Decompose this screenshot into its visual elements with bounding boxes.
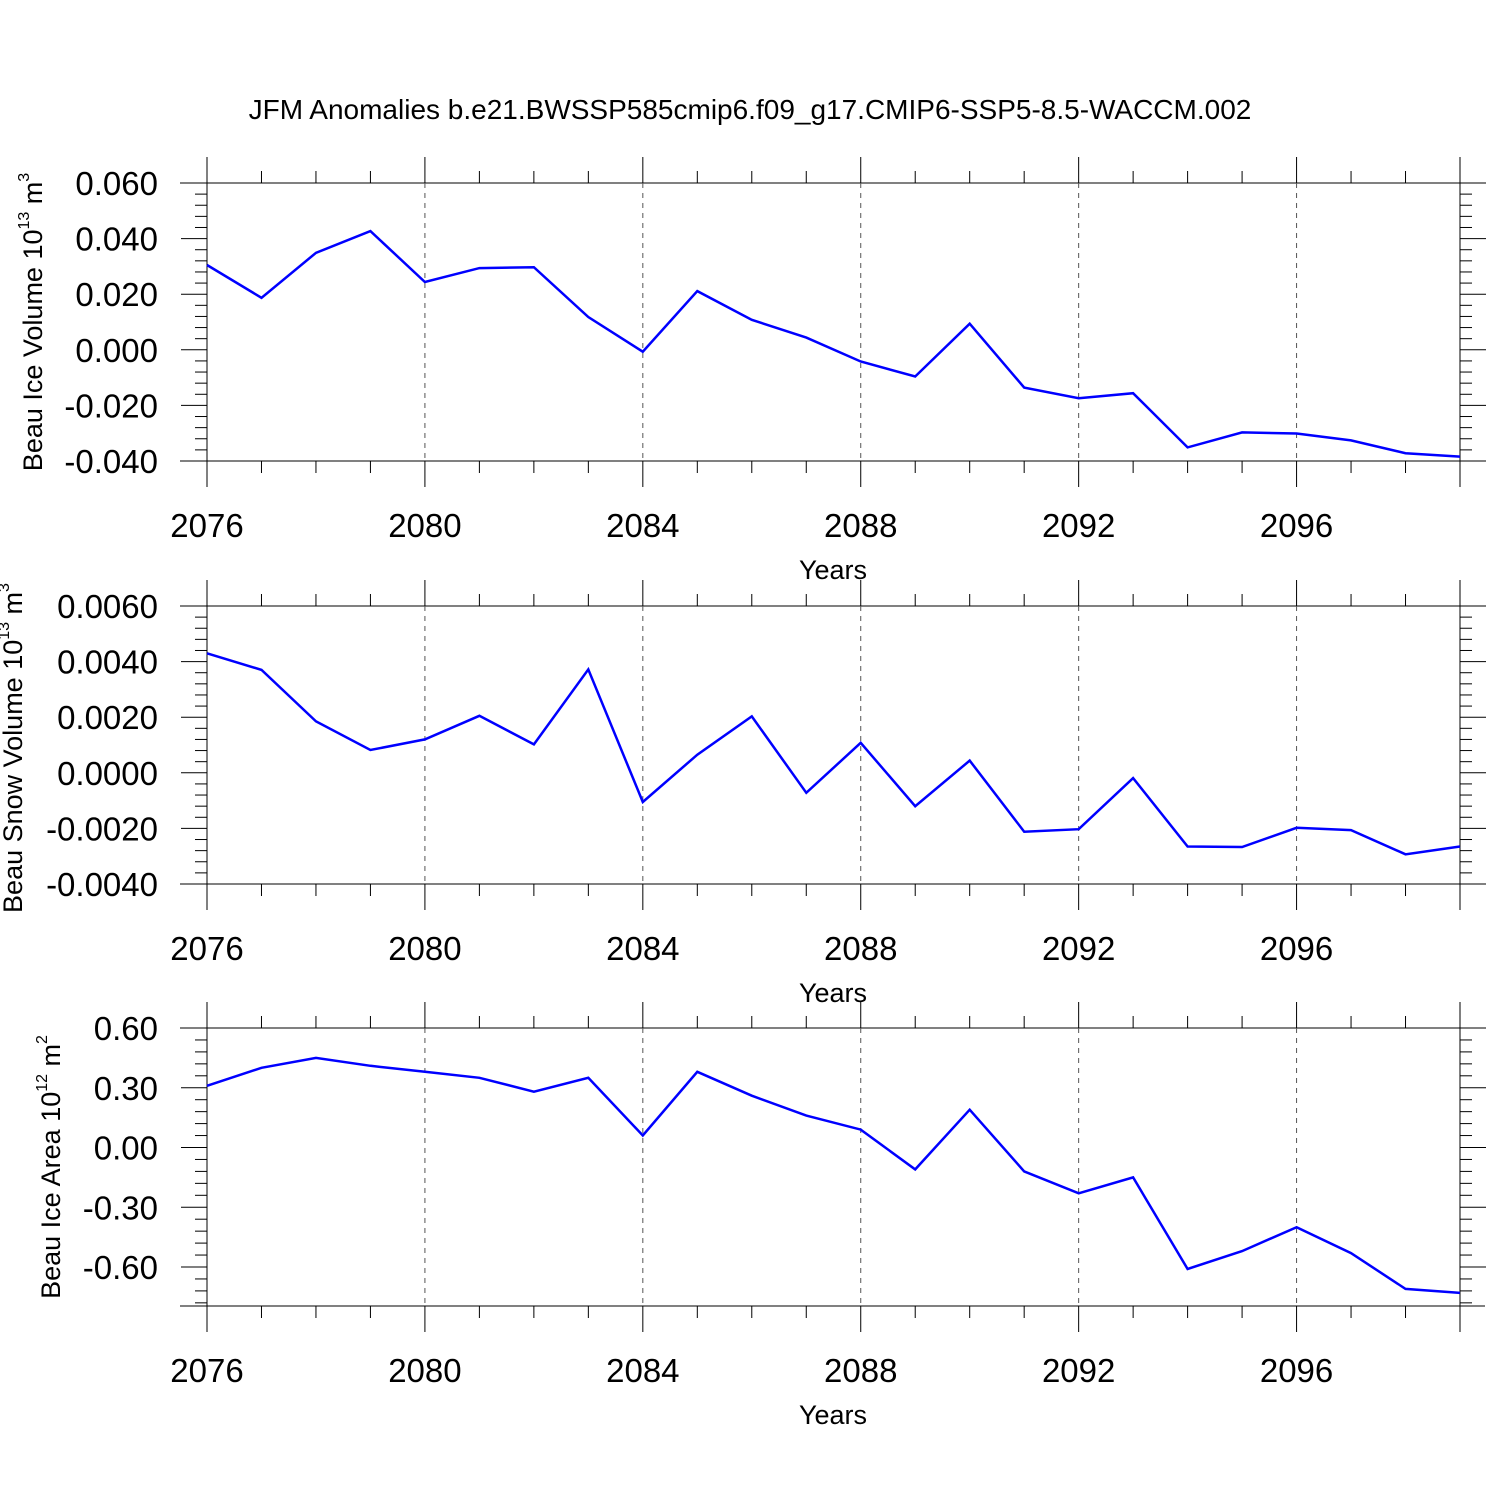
x-tick-label: 2076 (170, 507, 243, 544)
series-line (206, 1056, 1461, 1295)
y-tick-label: -0.0040 (46, 866, 158, 903)
x-tick-label: 2080 (388, 507, 461, 544)
panel-3: 2076 2080 2084 2088 2092 2096 0.60 0.30 0.00 -0.3… (34, 1002, 1486, 1430)
x-axis-title: Years (799, 555, 867, 585)
y-tick-label: -0.020 (64, 387, 158, 424)
y-axis-title-unit-exponent: 3 (0, 583, 13, 592)
series-line (206, 229, 1461, 458)
y-axis-title-exponent: 13 (16, 212, 33, 230)
y-axis-title: Beau Ice Area 1012 m2 (34, 1035, 66, 1299)
y-axis-title-exponent: 13 (0, 622, 13, 640)
y-tick-label: -0.040 (64, 443, 158, 480)
x-tick-label: 2084 (606, 1352, 679, 1389)
y-tick-label: 0.000 (75, 332, 158, 369)
x-tick-label: 2092 (1042, 930, 1115, 967)
x-tick-label: 2076 (170, 1352, 243, 1389)
x-tick-label: 2092 (1042, 507, 1115, 544)
y-axis-title-text: Beau Snow Volume 10 (0, 640, 28, 913)
y-tick-label: 0.040 (75, 221, 158, 258)
y-tick-label: -0.60 (83, 1249, 158, 1286)
panel-1: 2076 2080 2084 2088 2092 2096 0.060 0.040 0.020 0… (16, 157, 1486, 585)
y-tick-label: -0.30 (83, 1189, 158, 1226)
panels: 2076 2080 2084 2088 2092 2096 0.060 0.040 0.020 0… (0, 157, 1486, 1430)
y-axis-title-exponent: 12 (34, 1074, 51, 1092)
x-tick-label: 2088 (824, 507, 897, 544)
x-axis-title: Years (799, 1400, 867, 1430)
panel-2: 2076 2080 2084 2088 2092 2096 0.0060 0.0040 0.00… (0, 580, 1486, 1008)
x-tick-label: 2096 (1260, 930, 1333, 967)
y-axis-title-text: Beau Ice Volume 10 (18, 230, 48, 472)
y-tick-label: 0.0040 (57, 644, 158, 681)
x-tick-label: 2076 (170, 930, 243, 967)
y-axis-title-unit-exponent: 2 (34, 1035, 51, 1044)
y-axis-title-unit: m (18, 182, 48, 212)
y-axis-title-unit: m (0, 592, 28, 622)
y-tick-label: 0.00 (94, 1130, 158, 1167)
y-axis-title-unit: m (36, 1044, 66, 1074)
x-tick-label: 2084 (606, 507, 679, 544)
y-axis-title: Beau Snow Volume 1013 m3 (0, 583, 28, 913)
y-tick-label: 0.0060 (57, 588, 158, 625)
x-tick-label: 2092 (1042, 1352, 1115, 1389)
y-axis-title: Beau Ice Volume 1013 m3 (16, 173, 48, 471)
y-axis-title-unit-exponent: 3 (16, 173, 33, 182)
x-tick-label: 2080 (388, 1352, 461, 1389)
figure-title: JFM Anomalies b.e21.BWSSP585cmip6.f09_g1… (249, 94, 1252, 125)
y-tick-label: 0.30 (94, 1070, 158, 1107)
y-tick-label: 0.020 (75, 276, 158, 313)
y-tick-label: -0.0020 (46, 810, 158, 847)
series-line (206, 652, 1461, 856)
y-axis-title-text: Beau Ice Area 10 (36, 1092, 66, 1299)
y-tick-label: 0.0020 (57, 699, 158, 736)
x-tick-label: 2080 (388, 930, 461, 967)
x-tick-label: 2096 (1260, 1352, 1333, 1389)
x-tick-label: 2084 (606, 930, 679, 967)
y-tick-label: 0.060 (75, 165, 158, 202)
x-tick-label: 2096 (1260, 507, 1333, 544)
y-tick-label: 0.60 (94, 1010, 158, 1047)
x-axis-title: Years (799, 978, 867, 1008)
y-tick-label: 0.0000 (57, 755, 158, 792)
x-tick-label: 2088 (824, 1352, 897, 1389)
x-tick-label: 2088 (824, 930, 897, 967)
